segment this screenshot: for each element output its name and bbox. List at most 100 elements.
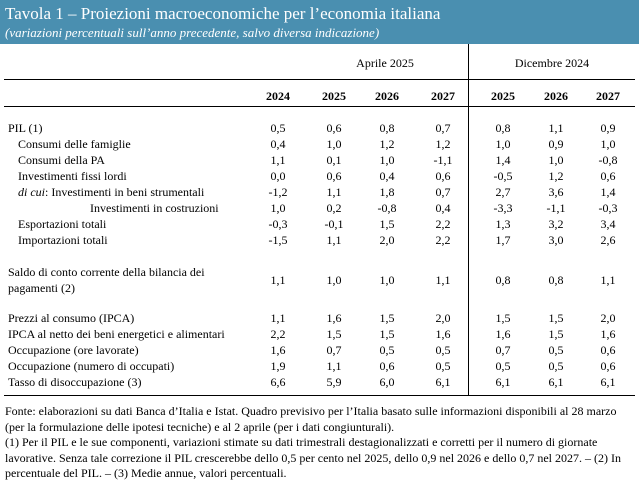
cell: 0,5 [379, 343, 395, 357]
cell: 1,2 [548, 169, 564, 183]
cell: 1,1 [600, 273, 616, 287]
cell: 1,3 [495, 217, 511, 231]
cell: 2,2 [435, 217, 451, 231]
cell: 0,7 [435, 121, 451, 135]
row-prefix: di cui [18, 185, 45, 199]
cell: 1,1 [270, 273, 286, 287]
cell: 0,4 [379, 169, 395, 183]
cell: 3,0 [548, 233, 564, 247]
cell: 1,0 [379, 273, 395, 287]
row-label: : Investimenti in beni strumentali [45, 185, 205, 199]
row-label: Investimenti fissi lordi [18, 169, 127, 183]
cell: 6,0 [379, 375, 395, 389]
cell: 1,0 [326, 137, 342, 151]
cell: 5,9 [326, 375, 342, 389]
cell: 1,0 [326, 273, 342, 287]
cell: 0,5 [548, 343, 564, 357]
cell: 1,1 [270, 311, 286, 325]
cell: 0,5 [435, 359, 451, 373]
col-header: 2027 [431, 89, 455, 103]
group-december: Dicembre 2024 [514, 56, 590, 70]
cell: -0,5 [493, 169, 513, 183]
group-divider [468, 44, 469, 396]
group-rule [4, 79, 635, 80]
cell: 1,5 [379, 311, 395, 325]
cell: 1,0 [270, 201, 286, 215]
cell: 1,7 [495, 233, 511, 247]
row-label: Occupazione (ore lavorate) [8, 343, 139, 357]
cell: -0,3 [598, 201, 618, 215]
cell: -0,8 [598, 153, 618, 167]
col-header: 2026 [544, 89, 568, 103]
row-label: Consumi della PA [18, 153, 105, 167]
row-label: Occupazione (numero di occupati) [8, 359, 175, 373]
cell: -1,5 [268, 233, 288, 247]
row-label: Esportazioni totali [18, 217, 107, 231]
cell: 0,8 [495, 121, 511, 135]
bottom-rule [4, 395, 635, 396]
cell: 6,1 [600, 375, 616, 389]
row-label: Tasso di disoccupazione (3) [8, 375, 142, 389]
cell: -3,3 [493, 201, 513, 215]
cell: 1,6 [326, 311, 342, 325]
cell: 0,1 [326, 153, 342, 167]
row-label: PIL (1) [8, 121, 43, 135]
cell: 0,4 [270, 137, 286, 151]
row-label: Investimenti in costruzioni [90, 201, 219, 215]
cell: 1,1 [548, 121, 564, 135]
col-header: 2025 [322, 89, 346, 103]
cell: 0,8 [548, 273, 564, 287]
cell: 3,4 [600, 217, 616, 231]
cell: -0,1 [324, 217, 344, 231]
cell: 0,5 [435, 343, 451, 357]
cell: -0,8 [377, 201, 397, 215]
row-label: IPCA al netto dei beni energetici e alim… [8, 327, 225, 341]
cell: 2,2 [270, 327, 286, 341]
cell: 1,0 [548, 153, 564, 167]
cell: 0,6 [600, 343, 616, 357]
cell: 1,0 [600, 137, 616, 151]
cell: 1,6 [600, 327, 616, 341]
cell: 0,5 [548, 359, 564, 373]
cell: 0,6 [600, 169, 616, 183]
cell: 0,4 [435, 201, 451, 215]
cell: 3,2 [548, 217, 564, 231]
cell: 1,0 [379, 153, 395, 167]
cell: 0,7 [435, 185, 451, 199]
cell: 1,2 [435, 137, 451, 151]
table-title: Tavola 1 – Proiezioni macroeconomiche pe… [5, 4, 441, 23]
header-rule [4, 106, 635, 107]
cell: 0,7 [326, 343, 342, 357]
cell: 2,0 [435, 311, 451, 325]
col-header: 2027 [596, 89, 620, 103]
cell: 1,6 [495, 327, 511, 341]
cell: 1,8 [379, 185, 395, 199]
cell: 0,6 [435, 169, 451, 183]
table-footnote: Fonte: elaborazioni su dati Banca d’Ital… [5, 404, 635, 482]
cell: 1,5 [379, 217, 395, 231]
cell: 1,6 [435, 327, 451, 341]
cell: 1,1 [326, 233, 342, 247]
cell: 1,0 [495, 137, 511, 151]
row-label: Saldo di conto corrente della bilancia d… [8, 265, 205, 295]
cell: 2,6 [600, 233, 616, 247]
cell: 1,5 [548, 327, 564, 341]
cell: 1,5 [495, 311, 511, 325]
cell: 0,5 [270, 121, 286, 135]
cell: 1,4 [600, 185, 616, 199]
cell: 3,6 [548, 185, 564, 199]
cell: 1,1 [435, 273, 451, 287]
cell: 1,6 [270, 343, 286, 357]
cell: 0,8 [495, 273, 511, 287]
cell: 0,9 [548, 137, 564, 151]
cell: 2,7 [495, 185, 511, 199]
cell: 6,1 [548, 375, 564, 389]
footnote-notes: (1) Per il PIL e le sue componenti, vari… [5, 435, 622, 480]
cell: -0,3 [268, 217, 288, 231]
cell: 0,8 [379, 121, 395, 135]
cell: 0,0 [270, 169, 286, 183]
row-label: Importazioni totali [18, 233, 108, 247]
table-header: Tavola 1 – Proiezioni macroeconomiche pe… [0, 0, 639, 44]
group-april: Aprile 2025 [356, 56, 414, 70]
